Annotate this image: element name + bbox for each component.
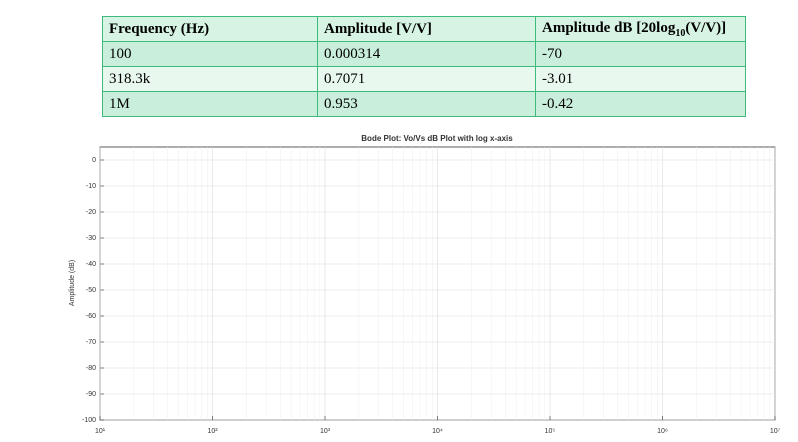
table-cell: 0.953 (317, 91, 536, 117)
table-cell: Frequency (Hz) (102, 16, 318, 42)
table-row: 1M 0.953 -0.42 (102, 91, 746, 117)
x-tick-label: 10⁵ (545, 428, 556, 435)
y-tick-label: -100 (82, 417, 96, 424)
y-tick-label: -50 (86, 287, 96, 294)
x-tick-label: 10² (207, 428, 218, 435)
table-row: Frequency (Hz) Amplitude [V/V] Amplitude d… (102, 16, 746, 42)
y-tick-label: -70 (86, 339, 96, 346)
data-table: Frequency (Hz) Amplitude [V/V] Amplitude d… (102, 16, 746, 117)
table-cell: 318.3k (102, 66, 318, 92)
y-tick-label: -10 (86, 183, 96, 190)
y-tick-label: -80 (86, 365, 96, 372)
y-tick-label: -40 (86, 261, 96, 268)
cell-text: 10 (675, 27, 686, 39)
table-cell: 1M (102, 91, 318, 117)
x-tick-label: 10³ (320, 428, 331, 435)
cell-text: Amplitude dB [20log (542, 19, 676, 36)
y-axis-label: Amplitude (dB) (69, 260, 76, 306)
cell-text: (V/V)] (685, 19, 727, 36)
y-tick-label: -20 (86, 209, 96, 216)
table-row: 318.3k 0.7071 -3.01 (102, 66, 746, 92)
chart-title: Bode Plot: Vo/Vs dB Plot with log x-axis (361, 134, 513, 143)
table-cell: 0.000314 (317, 41, 536, 67)
y-tick-label: -30 (86, 235, 96, 242)
table-cell: -70 (535, 41, 746, 67)
table-row: 100 0.000314 -70 (102, 41, 746, 67)
table-cell: 100 (102, 41, 318, 67)
table-cell: 0.7071 (317, 66, 536, 92)
y-tick-label: -90 (86, 391, 96, 398)
x-tick-label: 10¹ (95, 428, 106, 435)
x-tick-label: 10⁶ (657, 428, 668, 435)
x-tick-label: 10⁷ (770, 428, 781, 435)
y-tick-label: -60 (86, 313, 96, 320)
x-tick-label: 10⁴ (432, 428, 443, 435)
y-tick-label: 0 (92, 157, 96, 164)
table-cell: -0.42 (535, 91, 746, 117)
